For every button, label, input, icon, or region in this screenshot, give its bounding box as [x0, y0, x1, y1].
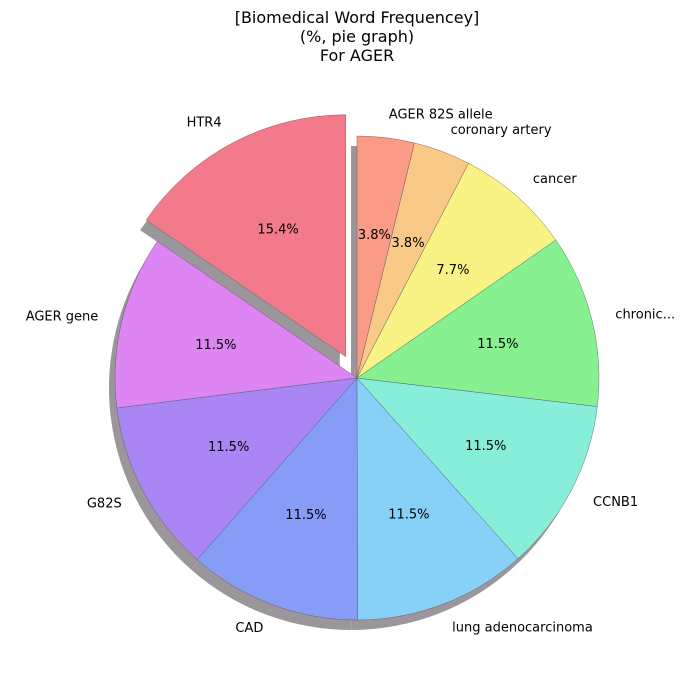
pie-slice-g82s [116, 377, 358, 560]
slice-pct-cad: 11.5% [285, 508, 326, 523]
slice-pct-coronary-artery: 3.8% [392, 236, 425, 251]
slice-pct-ccnb1: 11.5% [465, 439, 506, 454]
slice-pct-ager-82s-allele: 3.8% [358, 228, 391, 243]
slice-pct-htr4: 15.4% [257, 222, 298, 237]
chart-title: [Biomedical Word Frequencey] (%, pie gra… [0, 8, 700, 65]
slice-label-lung-adenocarcinoma: lung adenocarcinoma [452, 621, 593, 636]
pie-slice-lung-adenocarcinoma [356, 377, 519, 621]
pie-slice-htr4 [145, 114, 347, 358]
slice-pct-g82s: 11.5% [208, 440, 249, 455]
chart-title-line-3: For AGER [319, 46, 395, 65]
slice-label-g82s: G82S [87, 497, 122, 512]
slice-label-ccnb1: CCNB1 [593, 495, 638, 510]
slice-label-htr4: HTR4 [187, 115, 222, 130]
chart-title-line-1: [Biomedical Word Frequencey] [234, 8, 480, 27]
slice-label-cancer: cancer [533, 172, 577, 187]
pie-slice-cad [196, 377, 358, 621]
slice-pct-cancer: 7.7% [436, 263, 469, 278]
pie-slice-ager-82s-allele [356, 135, 415, 379]
chart-title-line-2: (%, pie graph) [299, 27, 415, 46]
pie-slices [114, 114, 600, 621]
slice-label-ager-gene: AGER gene [26, 309, 99, 324]
pie-slice-ccnb1 [356, 377, 598, 559]
slice-label-coronary-artery: coronary artery [451, 123, 552, 138]
pie-slice-cancer [356, 162, 557, 379]
pie-labels: HTR4 15.4% AGER gene 11.5% G82S 11.5% CAD 11.5%… [26, 108, 675, 637]
slice-label-ager-82s-allele: AGER 82S allele [389, 108, 493, 123]
slice-pct-lung-adenocarcinoma: 11.5% [388, 508, 429, 523]
pie-slice-ager-gene [114, 241, 358, 409]
slice-pct-chronic: 11.5% [477, 337, 518, 352]
slice-pct-ager-gene: 11.5% [195, 338, 236, 353]
slice-label-cad: CAD [235, 621, 263, 636]
pie-slice-chronic [356, 239, 600, 407]
slice-label-chronic: chronic... [615, 308, 675, 323]
